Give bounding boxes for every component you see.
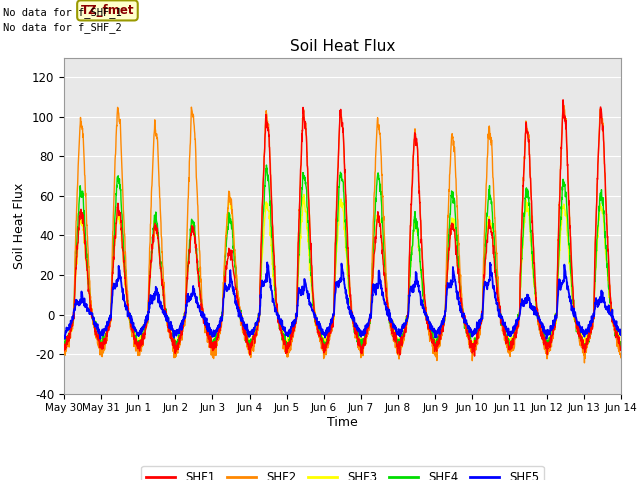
Y-axis label: Soil Heat Flux: Soil Heat Flux [13, 182, 26, 269]
X-axis label: Time: Time [327, 416, 358, 429]
Text: No data for f_SHF_2: No data for f_SHF_2 [3, 22, 122, 33]
Text: No data for f_SHF_1: No data for f_SHF_1 [3, 7, 122, 18]
Title: Soil Heat Flux: Soil Heat Flux [290, 39, 395, 54]
Legend: SHF1, SHF2, SHF3, SHF4, SHF5: SHF1, SHF2, SHF3, SHF4, SHF5 [141, 466, 543, 480]
Text: TZ_fmet: TZ_fmet [81, 4, 134, 17]
